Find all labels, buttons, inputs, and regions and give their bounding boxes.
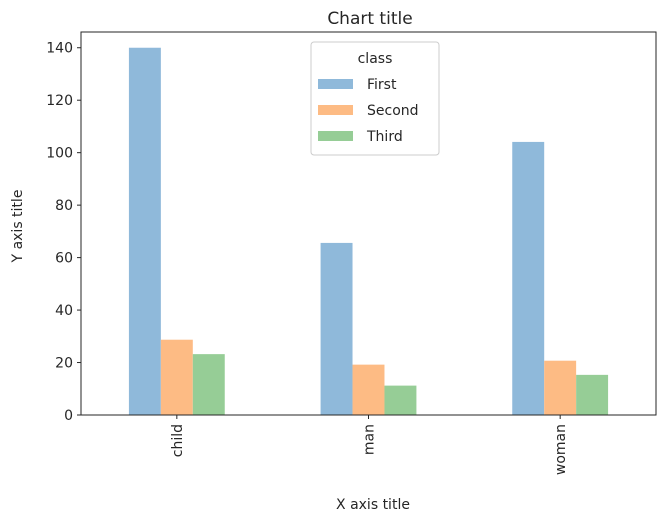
legend-label-second: Second (367, 103, 419, 119)
legend-swatch-first (318, 79, 353, 89)
chart-title: Chart title (327, 9, 412, 29)
bar-first-man (320, 242, 353, 415)
bar-second-child (160, 339, 193, 415)
y-tick-label: 80 (55, 198, 73, 214)
y-tick-label: 40 (55, 303, 73, 319)
y-tick-label: 0 (64, 408, 73, 424)
legend-label-third: Third (366, 129, 403, 145)
legend-title: class (358, 51, 393, 67)
y-tick-label: 140 (46, 41, 73, 57)
y-axis: 0 20 40 60 80 100 120 140 (46, 41, 81, 424)
legend-label-first: First (367, 77, 397, 93)
legend: class First Second Third (310, 41, 440, 156)
plot-frame (80, 31, 657, 416)
bar-first-woman (512, 141, 545, 415)
x-tick-label-child: child (170, 424, 186, 457)
legend-swatch-third (318, 131, 353, 141)
legend-swatch-second (318, 105, 353, 115)
legend-box (310, 41, 440, 156)
bar-third-woman (576, 374, 609, 415)
x-axis: child man woman (170, 415, 569, 475)
y-tick-label: 100 (46, 146, 73, 162)
bars (128, 47, 609, 416)
x-tick-label-woman: woman (553, 424, 569, 475)
x-tick-label-man: man (362, 424, 378, 455)
bar-third-man (384, 385, 417, 415)
bar-second-man (352, 364, 385, 415)
x-axis-title: X axis title (336, 497, 410, 513)
y-tick-label: 120 (46, 93, 73, 109)
y-axis-title: Y axis title (10, 190, 26, 264)
bar-second-woman (544, 360, 577, 415)
y-tick-label: 20 (55, 356, 73, 372)
bar-first-child (128, 47, 161, 416)
bar-third-child (192, 354, 225, 415)
y-tick-label: 60 (55, 251, 73, 267)
